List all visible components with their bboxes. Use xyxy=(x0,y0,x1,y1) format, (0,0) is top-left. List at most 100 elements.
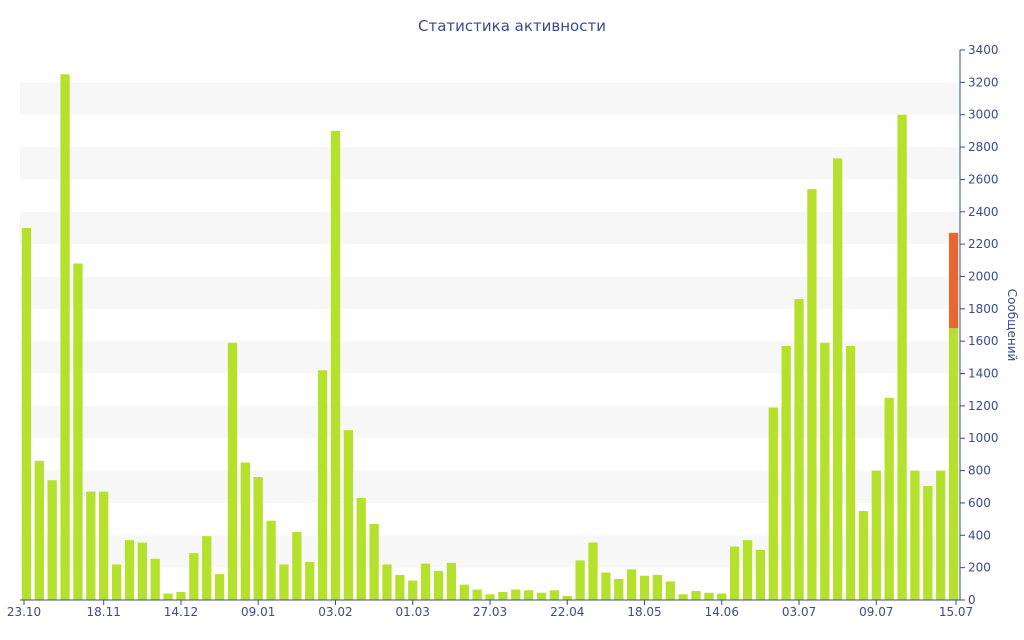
x-tick-label: 15.07 xyxy=(939,605,973,619)
x-tick-label: 18.11 xyxy=(87,605,121,619)
chart-title: Статистика активности xyxy=(418,17,606,35)
bar xyxy=(408,580,418,600)
bar xyxy=(330,130,341,600)
grid-band xyxy=(20,535,960,568)
bar xyxy=(395,574,405,600)
bar xyxy=(292,532,302,600)
bar xyxy=(47,480,57,600)
bar xyxy=(665,581,675,600)
x-tick-label: 27.03 xyxy=(473,605,507,619)
bar xyxy=(820,342,830,600)
x-tick-label: 09.01 xyxy=(241,605,275,619)
bar xyxy=(781,346,791,600)
bar xyxy=(498,591,508,600)
bar xyxy=(549,590,560,600)
bar xyxy=(794,299,804,600)
bar-segment-highlight xyxy=(948,232,959,329)
bar xyxy=(124,540,135,600)
grid-band xyxy=(20,405,960,439)
y-tick-label: 3200 xyxy=(968,75,999,89)
grid-band xyxy=(20,341,960,374)
bar xyxy=(227,342,238,600)
x-tick-label: 03.02 xyxy=(318,605,352,619)
y-axis-label: Сообщений xyxy=(1005,289,1019,362)
y-tick-label: 1200 xyxy=(968,399,999,413)
bar xyxy=(446,562,457,600)
bar xyxy=(948,328,959,600)
y-tick-label: 3000 xyxy=(968,108,999,122)
bar xyxy=(253,477,263,600)
bar xyxy=(343,430,353,600)
y-tick-label: 1400 xyxy=(968,367,999,381)
x-tick-label: 23.10 xyxy=(7,605,41,619)
bar xyxy=(279,564,289,600)
bar xyxy=(897,114,907,601)
bar xyxy=(214,574,225,600)
bar xyxy=(807,189,817,600)
bar xyxy=(317,370,328,600)
bar xyxy=(163,593,173,600)
bar xyxy=(910,470,920,600)
bar xyxy=(936,470,946,600)
bar xyxy=(240,462,250,600)
bar xyxy=(845,346,856,600)
x-tick-label: 14.12 xyxy=(164,605,198,619)
bar xyxy=(742,540,753,600)
grid-bands xyxy=(20,82,960,568)
bar xyxy=(717,593,727,600)
y-tick-label: 2600 xyxy=(968,172,999,186)
bar xyxy=(768,407,778,600)
bar xyxy=(833,158,843,600)
bar xyxy=(266,520,276,600)
bar xyxy=(923,485,933,600)
bar xyxy=(871,470,881,600)
bar xyxy=(356,498,366,600)
x-tick-label: 03.07 xyxy=(782,605,816,619)
bar xyxy=(150,558,160,600)
bar xyxy=(704,592,714,600)
bar xyxy=(382,564,392,600)
bar xyxy=(485,594,495,600)
y-tick-label: 2800 xyxy=(968,140,999,154)
bar xyxy=(562,595,572,600)
bar xyxy=(433,570,444,600)
bar xyxy=(588,542,598,600)
bar xyxy=(305,561,315,600)
bar xyxy=(60,74,70,600)
grid-band xyxy=(20,276,960,309)
y-tick-label: 2000 xyxy=(968,269,999,283)
bar xyxy=(176,591,186,600)
bar xyxy=(755,549,766,600)
bar xyxy=(627,569,637,600)
y-tick-label: 800 xyxy=(968,464,991,478)
bar xyxy=(511,589,521,600)
bar xyxy=(369,523,379,600)
bar xyxy=(639,575,650,600)
grid-band xyxy=(20,147,960,180)
y-tick-label: 1600 xyxy=(968,334,999,348)
x-tick-label: 22.04 xyxy=(550,605,584,619)
y-tick-label: 1000 xyxy=(968,431,999,445)
bar xyxy=(420,563,431,600)
y-tick-label: 1800 xyxy=(968,302,999,316)
bar xyxy=(884,397,894,600)
axes xyxy=(20,50,961,601)
bar xyxy=(652,574,663,600)
y-tick-label: 0 xyxy=(968,593,976,607)
bar xyxy=(73,263,83,600)
bar xyxy=(472,589,482,600)
x-ticks: 23.10 18.11 14.12 09.01 03.02 01.03 27.03 22.04… xyxy=(7,600,973,619)
bar xyxy=(189,553,199,600)
y-ticks: 0 200 400 600 800 1000 1200 1400 1600 1800 2000 220… xyxy=(960,43,999,607)
y-tick-label: 200 xyxy=(968,561,991,575)
bars xyxy=(21,74,959,601)
grid-band xyxy=(20,470,960,503)
bar xyxy=(137,542,147,600)
bar xyxy=(614,578,624,600)
grid-band xyxy=(20,82,960,115)
x-tick-label: 01.03 xyxy=(396,605,430,619)
bar xyxy=(459,584,469,600)
x-tick-label: 14.06 xyxy=(705,605,739,619)
bar xyxy=(601,572,611,600)
